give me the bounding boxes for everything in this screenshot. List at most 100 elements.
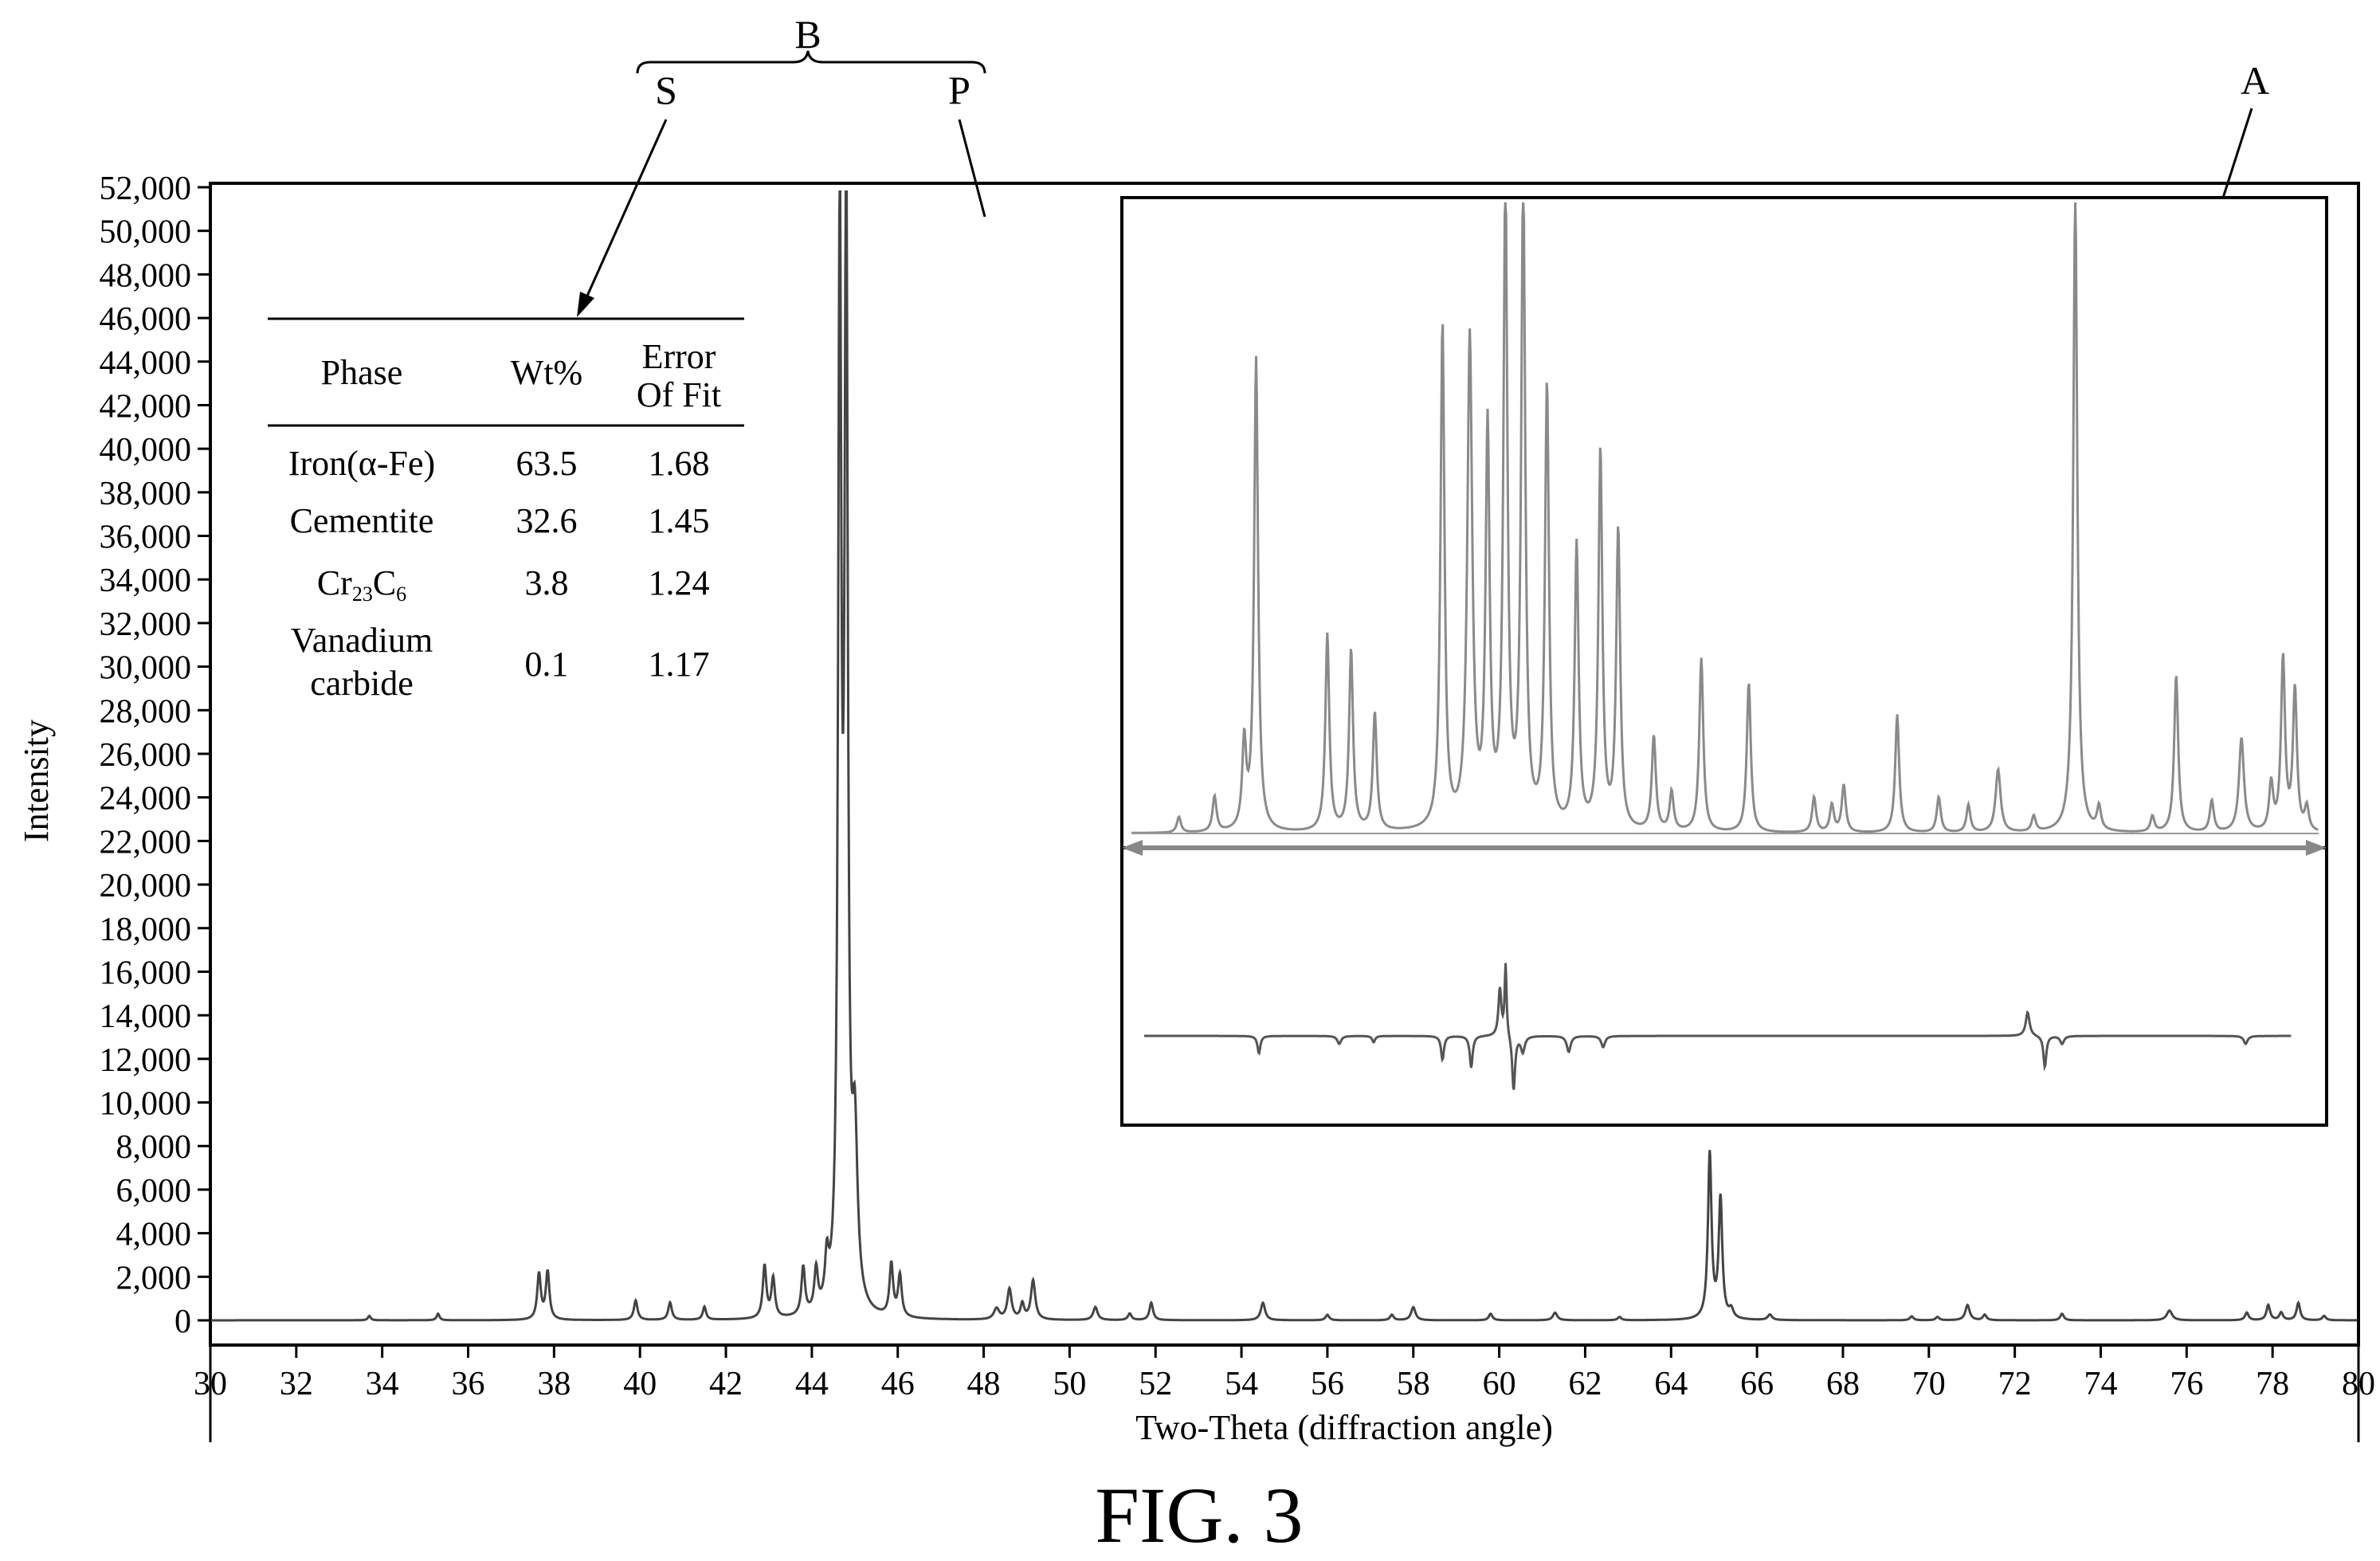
y-tick-label: 26,000	[100, 737, 192, 774]
inset-range-arrow-right	[2306, 840, 2327, 856]
formula-c: C	[373, 563, 396, 602]
callout-s-leader	[583, 119, 668, 302]
y-tick-label: 46,000	[100, 301, 192, 338]
x-tick-label: 62	[1568, 1366, 1602, 1402]
x-tick-label: 56	[1311, 1366, 1344, 1402]
inset-range-arrow-left	[1122, 840, 1143, 856]
formula-sub-6: 6	[396, 582, 406, 606]
y-tick-label: 14,000	[100, 998, 192, 1035]
x-tick-label: 72	[1998, 1366, 2032, 1402]
y-tick-label: 34,000	[100, 563, 192, 599]
y-tick-label: 18,000	[100, 912, 192, 948]
x-tick-label: 70	[1912, 1366, 1946, 1402]
y-tick-label: 6,000	[116, 1173, 192, 1210]
x-tick-label: 58	[1397, 1366, 1430, 1402]
x-tick-label: 34	[366, 1366, 399, 1402]
x-tick-label: 74	[2084, 1366, 2117, 1402]
callout-b-brace	[636, 50, 986, 74]
table-row-1-error: 1.68	[649, 444, 710, 483]
y-tick-label: 50,000	[100, 214, 192, 251]
y-tick-label: 16,000	[100, 955, 192, 991]
x-tick-label: 68	[1826, 1366, 1860, 1402]
diffraction-pattern-line	[211, 190, 2358, 1322]
callout-p-label: P	[948, 68, 970, 112]
y-tick-label: 36,000	[100, 520, 192, 556]
phase-table: Phase Wt% Error Of Fit Iron(α-Fe) 63.5 1…	[268, 317, 744, 703]
table-row-2-wt: 32.6	[516, 501, 578, 540]
x-axis-ticks: 30 32 34 36 38 40 42 44 46 48 50 52 54 56 58 60 62 64 66 68…	[194, 1345, 2375, 1402]
x-tick-label: 32	[280, 1366, 313, 1402]
x-tick-label: 80	[2342, 1366, 2375, 1402]
callout-a-label: A	[2241, 58, 2269, 103]
inset-difference-curve	[1144, 963, 2292, 1090]
y-tick-label: 10,000	[100, 1086, 192, 1123]
formula-cr: Cr	[317, 563, 352, 602]
x-tick-label: 46	[881, 1366, 915, 1402]
x-axis-title: Two-Theta (diffraction angle)	[1135, 1408, 1553, 1447]
y-tick-label: 28,000	[100, 693, 192, 730]
table-row-1-phase: Iron(α-Fe)	[288, 444, 435, 483]
table-row-1-wt: 63.5	[516, 444, 578, 483]
y-tick-label: 4,000	[116, 1217, 192, 1253]
callout-p: P	[948, 68, 986, 218]
x-tick-label: 64	[1654, 1366, 1688, 1402]
inset-fitted-pattern-line	[1131, 202, 2319, 834]
y-tick-label: 42,000	[100, 388, 192, 425]
plot-area	[209, 182, 2360, 1442]
x-tick-label: 78	[2256, 1366, 2289, 1402]
y-tick-label: 44,000	[100, 345, 192, 382]
y-tick-label: 32,000	[100, 606, 192, 643]
table-header-error: Error	[642, 337, 716, 376]
y-tick-label: 24,000	[100, 781, 192, 818]
x-tick-label: 36	[452, 1366, 485, 1402]
table-row-4-wt: 0.1	[525, 645, 569, 684]
table-header-of-fit: Of Fit	[637, 375, 721, 414]
y-tick-label: 40,000	[100, 432, 192, 469]
x-tick-label: 76	[2170, 1366, 2203, 1402]
y-axis-title: Intensity	[17, 720, 56, 842]
y-tick-label: 20,000	[100, 868, 192, 904]
y-tick-label: 8,000	[116, 1129, 192, 1166]
inset-range-arrow	[1122, 840, 2327, 856]
x-tick-label: 60	[1483, 1366, 1516, 1402]
table-row-3-error: 1.24	[649, 563, 710, 602]
y-tick-label: 22,000	[100, 824, 192, 861]
y-axis-ticks: 0 2,000 4,000 6,000 8,000 10,000 12,000 14,000 1…	[100, 171, 210, 1340]
y-tick-label: 30,000	[100, 650, 192, 687]
table-row-3-wt: 3.8	[525, 563, 569, 602]
table-row-4-error: 1.17	[649, 645, 710, 684]
plot-frame	[209, 182, 2360, 1347]
y-tick-label: 52,000	[100, 171, 192, 207]
x-tick-label: 52	[1139, 1366, 1172, 1402]
table-header-phase: Phase	[321, 353, 403, 392]
y-tick-label: 0	[174, 1304, 191, 1340]
inset-fit-panel	[1120, 196, 2328, 1127]
y-tick-label: 48,000	[100, 257, 192, 294]
y-tick-label: 2,000	[116, 1260, 192, 1296]
callout-s-arrowhead	[577, 292, 594, 317]
x-tick-label: 66	[1740, 1366, 1774, 1402]
x-tick-label: 40	[623, 1366, 657, 1402]
table-row-2-error: 1.45	[649, 501, 710, 540]
callout-s: S	[577, 68, 677, 317]
x-tick-label: 30	[194, 1366, 227, 1402]
table-row-4-phase-line2: carbide	[310, 664, 413, 703]
callout-p-leader	[958, 119, 986, 218]
x-tick-label: 42	[709, 1366, 743, 1402]
callout-s-label: S	[655, 68, 677, 112]
x-tick-label: 50	[1053, 1366, 1086, 1402]
table-header-wt: Wt%	[511, 353, 582, 392]
x-tick-label: 38	[537, 1366, 570, 1402]
y-tick-label: 12,000	[100, 1042, 192, 1079]
table-row-4-phase-line1: Vanadium	[291, 621, 433, 660]
table-row-2-phase: Cementite	[290, 501, 434, 540]
x-tick-label: 54	[1225, 1366, 1258, 1402]
x-tick-label: 44	[795, 1366, 829, 1402]
figure-label: FIG. 3	[1095, 1471, 1303, 1559]
callout-b-label: B	[794, 12, 821, 57]
formula-sub-23: 23	[352, 582, 373, 606]
table-row-3-phase: Cr23C6	[317, 563, 406, 606]
y-tick-label: 38,000	[100, 476, 192, 512]
callout-b: B	[636, 12, 986, 74]
